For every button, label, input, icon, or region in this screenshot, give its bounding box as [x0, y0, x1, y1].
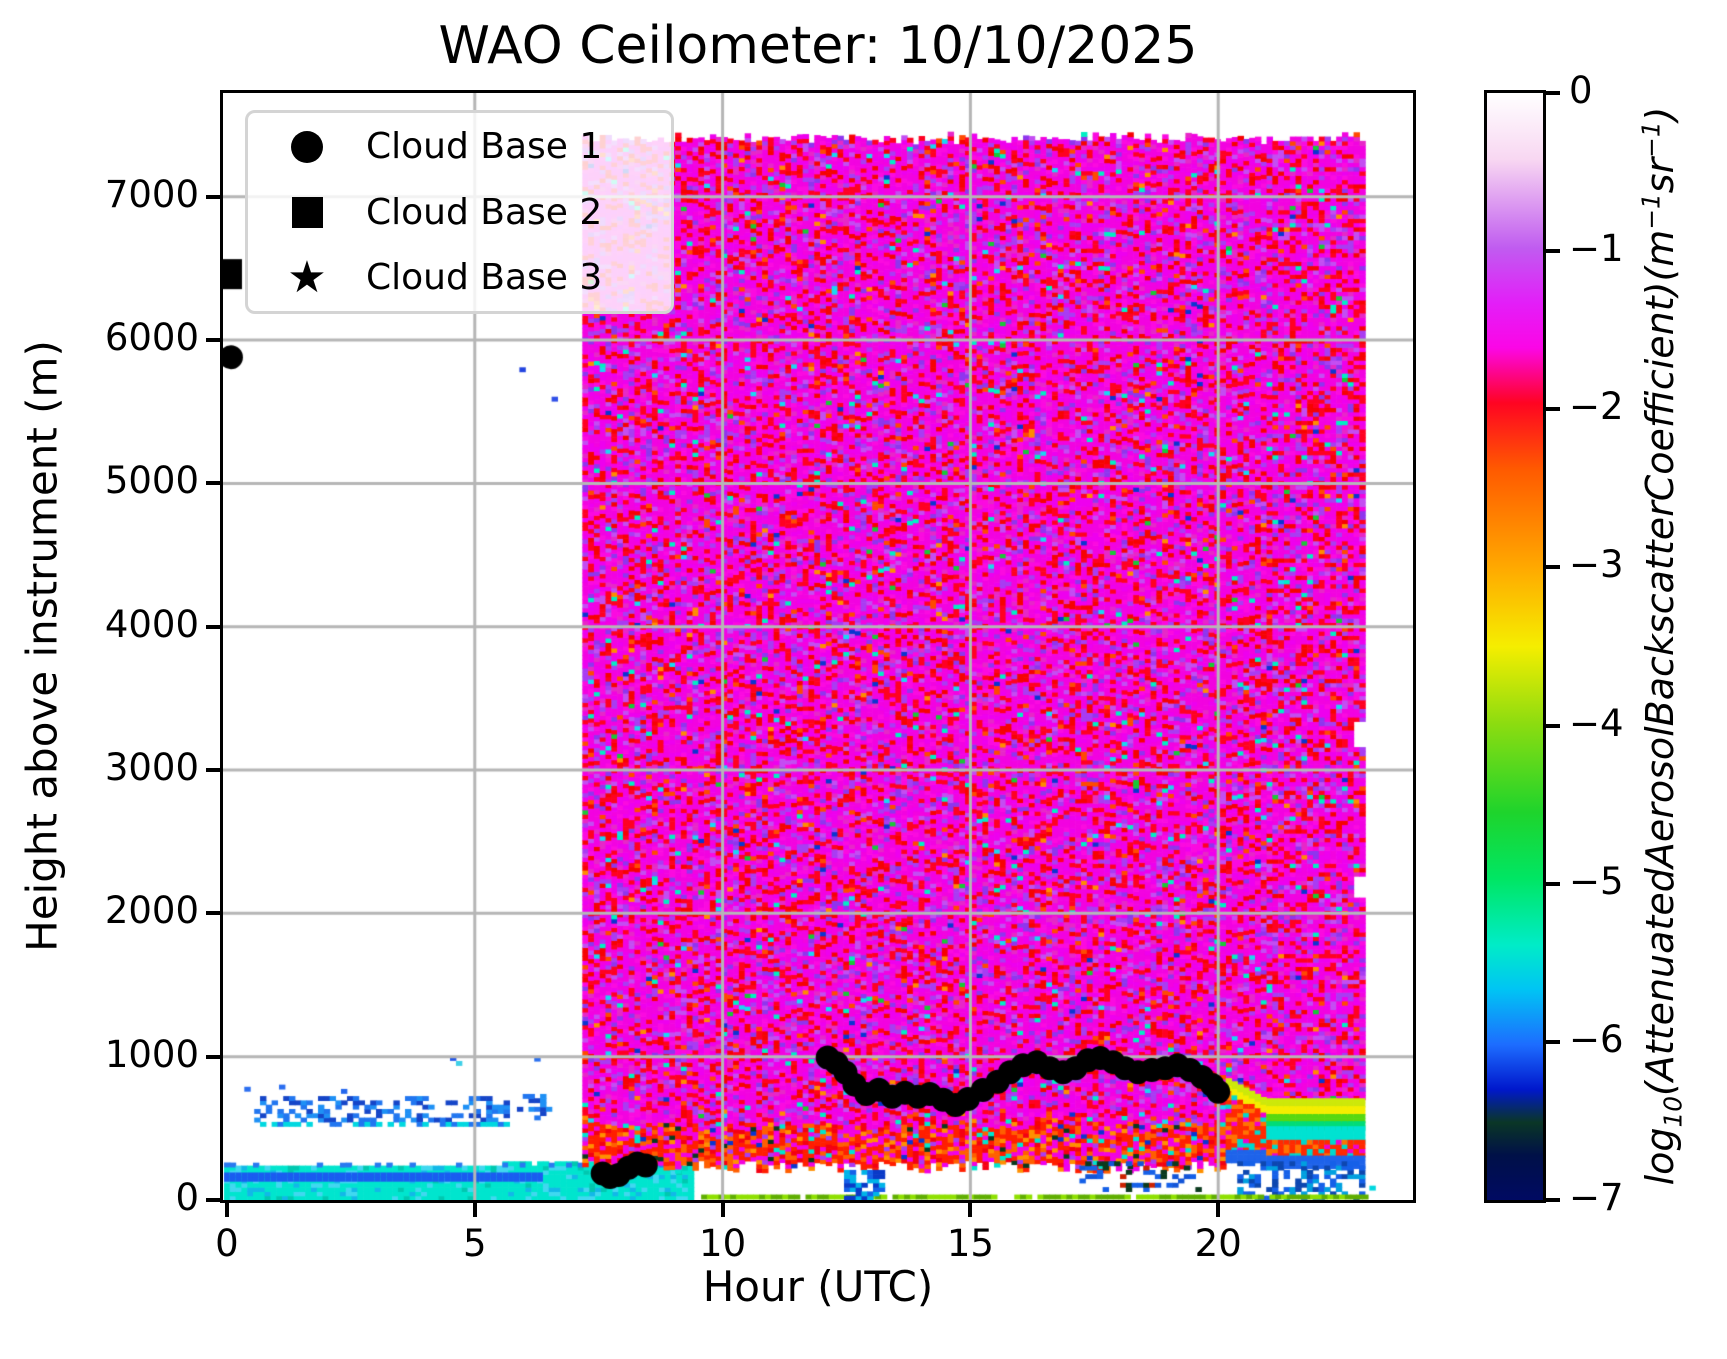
- colorbar-tick-label: −4: [1569, 701, 1624, 745]
- colorbar-label: log10(AttenuatedAerosolBackscatterCoeffi…: [1636, 106, 1688, 1186]
- y-tick-label: 0: [175, 1176, 199, 1219]
- y-tick-label: 6000: [104, 316, 199, 360]
- colorbar: [1484, 90, 1546, 1203]
- legend-item-label: Cloud Base 2: [366, 191, 603, 233]
- colorbar-tick-mark: [1546, 407, 1560, 412]
- colorbar-tick-label: −1: [1569, 227, 1624, 271]
- colorbar-tick-mark: [1546, 91, 1560, 95]
- y-tick-mark: [206, 481, 220, 486]
- y-tick-mark: [206, 338, 220, 343]
- x-tick-label: 5: [462, 1222, 487, 1265]
- colorbar-tick-mark: [1546, 723, 1560, 728]
- y-tick-label: 5000: [104, 459, 199, 503]
- colorbar-tick-mark: [1546, 1198, 1560, 1202]
- y-tick-mark: [206, 911, 220, 916]
- x-tick-mark: [720, 1203, 725, 1217]
- colorbar-tick-label: −2: [1569, 385, 1624, 429]
- colorbar-tick-label: −7: [1569, 1176, 1624, 1219]
- y-tick-mark: [206, 194, 220, 199]
- colorbar-tick-label: −6: [1569, 1017, 1624, 1061]
- colorbar-tick-mark: [1546, 565, 1560, 570]
- y-tick-label: 1000: [104, 1032, 199, 1076]
- legend-item-label: Cloud Base 1: [366, 126, 603, 167]
- y-tick-label: 7000: [104, 172, 199, 216]
- x-tick-mark: [224, 1203, 229, 1217]
- x-axis-label: Hour (UTC): [702, 1262, 934, 1311]
- plot-area: Cloud Base 1 Cloud Base 2 ★ Cloud Base 3: [220, 90, 1416, 1203]
- legend-item-label: Cloud Base 3: [366, 257, 603, 298]
- x-tick-mark: [1216, 1203, 1221, 1217]
- x-tick-mark: [968, 1203, 973, 1217]
- x-tick-label: 10: [699, 1222, 747, 1265]
- y-tick-mark: [206, 768, 220, 773]
- square-marker-icon: [291, 196, 323, 228]
- y-tick-mark: [206, 1054, 220, 1059]
- x-tick-mark: [472, 1203, 477, 1217]
- colorbar-tick-mark: [1546, 249, 1560, 254]
- colorbar-tick-label: −5: [1569, 859, 1624, 903]
- x-tick-label: 15: [946, 1222, 994, 1265]
- legend-item-cloud-base-2: Cloud Base 2: [248, 180, 671, 244]
- y-tick-label: 3000: [104, 746, 199, 790]
- y-tick-label: 4000: [104, 602, 199, 646]
- y-tick-mark: [206, 624, 220, 629]
- y-axis-label: Height above instrument (m): [17, 340, 67, 952]
- y-tick-label: 2000: [104, 889, 199, 933]
- x-tick-label: 20: [1194, 1222, 1242, 1265]
- colorbar-tick-label: −3: [1569, 543, 1624, 587]
- colorbar-tick-mark: [1546, 881, 1560, 886]
- colorbar-tick-label: 0: [1569, 69, 1593, 112]
- circle-marker-icon: [291, 130, 323, 163]
- colorbar-gradient: [1487, 93, 1543, 1200]
- colorbar-tick-mark: [1546, 1039, 1560, 1044]
- legend: Cloud Base 1 Cloud Base 2 ★ Cloud Base 3: [245, 110, 674, 314]
- star-marker-icon: ★: [287, 251, 327, 303]
- legend-item-cloud-base-1: Cloud Base 1: [248, 115, 671, 179]
- x-tick-label: 0: [215, 1222, 239, 1265]
- y-tick-mark: [206, 1198, 220, 1202]
- legend-item-cloud-base-3: ★ Cloud Base 3: [248, 246, 671, 310]
- chart-title: WAO Ceilometer: 10/10/2025: [438, 16, 1198, 76]
